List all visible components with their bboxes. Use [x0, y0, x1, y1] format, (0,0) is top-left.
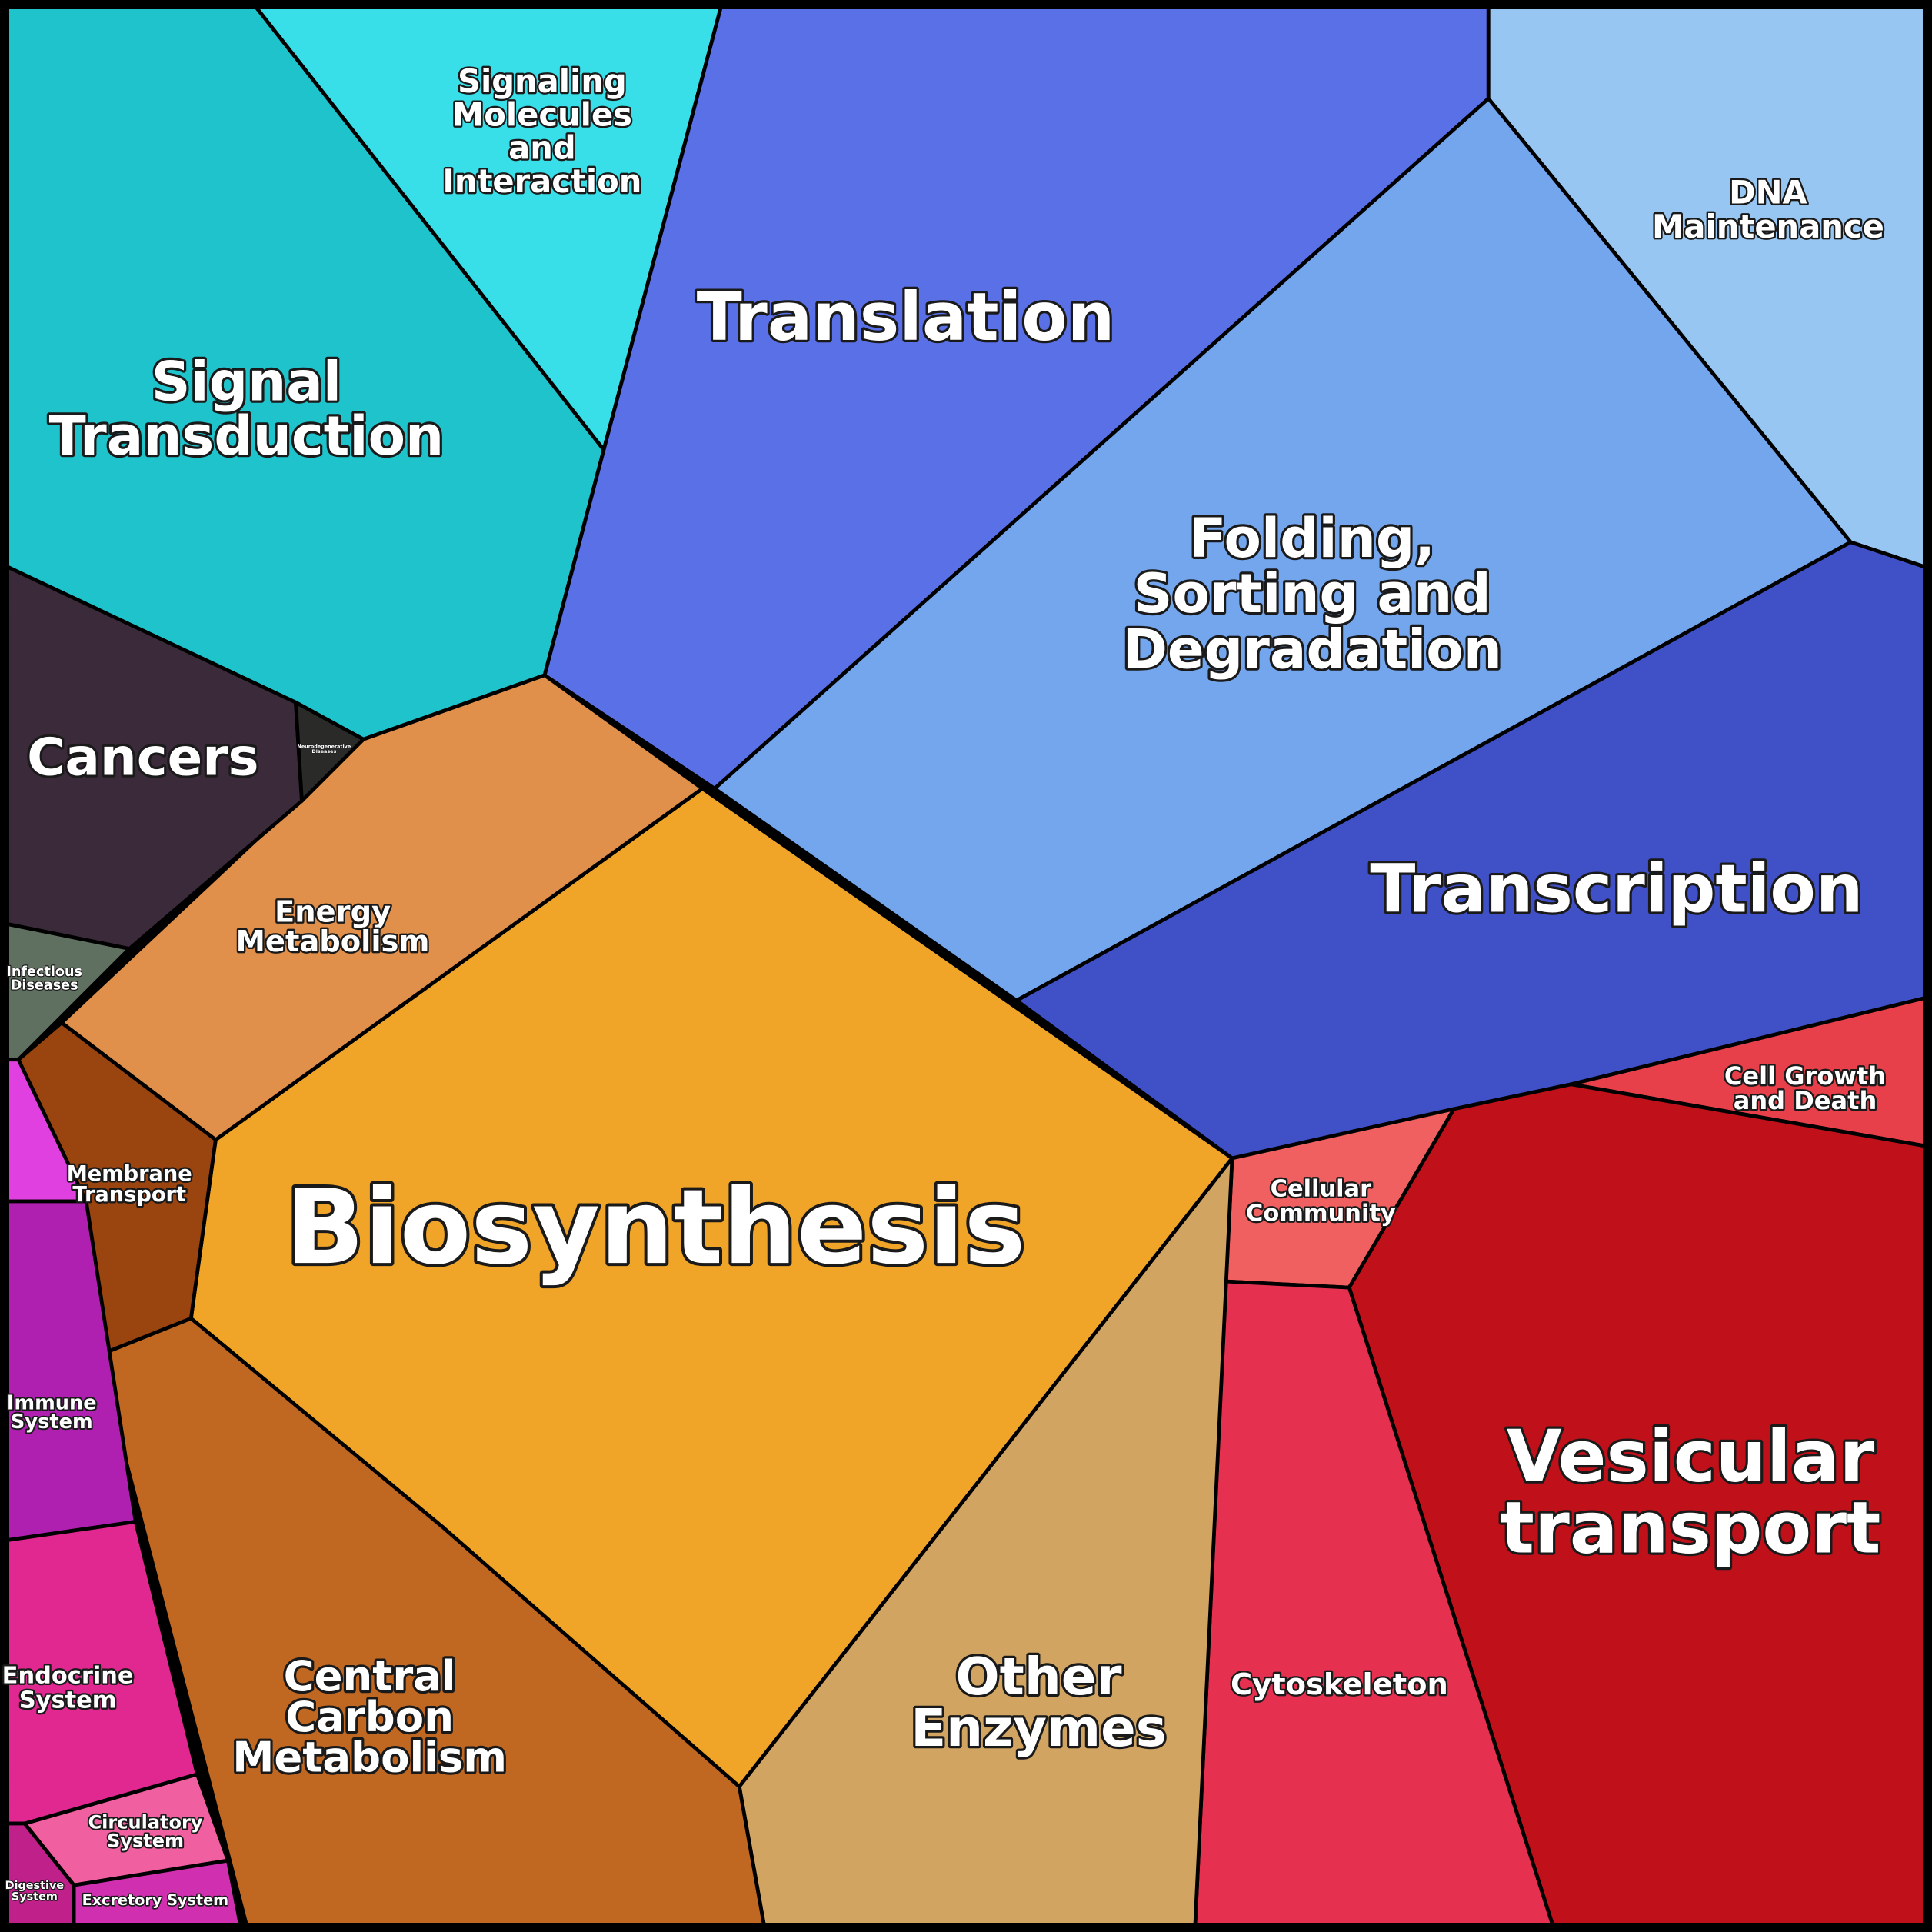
label-line: Sorting and [1134, 562, 1491, 625]
region-label: Cytoskeleton [1231, 1667, 1448, 1702]
label-line: Immune [7, 1392, 97, 1415]
region-label: Digestive System [5, 1880, 65, 1903]
region-label: Neurodegenerative Diseases [297, 743, 351, 754]
label-line: and Death [1734, 1086, 1877, 1115]
labels: Signal Transduction Signaling Molecules and… [0, 61, 1887, 1910]
region-label: Endocrine System [2, 1662, 134, 1714]
label-line: Membrane [67, 1162, 192, 1186]
label-line: System [12, 1890, 58, 1903]
label-line: transport [1501, 1487, 1881, 1570]
region-label: Transcription [1370, 851, 1863, 928]
label-line: Transduction [49, 405, 445, 468]
label-line: Molecules [452, 95, 632, 133]
label-line: Enzymes [911, 1698, 1167, 1758]
label-line: Other [956, 1647, 1122, 1707]
label-line: Degradation [1122, 618, 1501, 681]
label-line: Metabolism [232, 1733, 507, 1782]
label-line: DNA [1729, 173, 1807, 211]
label-line: Digestive [5, 1880, 65, 1892]
label-line: Cancers [27, 728, 258, 788]
region-label: Energy Metabolism [236, 894, 430, 958]
label-line: Folding, [1189, 507, 1435, 570]
label-line: Transport [72, 1183, 186, 1207]
label-line: Excretory System [82, 1891, 229, 1909]
label-line: Community [1246, 1201, 1396, 1227]
label-line: Translation [697, 279, 1115, 356]
label-line: Signal [152, 351, 341, 414]
cell [294, 700, 366, 803]
region-label: Immune System [7, 1392, 97, 1434]
label-line: Diseases [11, 978, 78, 993]
label-line: System [19, 1687, 117, 1714]
region-label: Biosynthesis [285, 1167, 1025, 1287]
label-line: Central [284, 1651, 456, 1700]
region-label: Cell Growth and Death [1724, 1061, 1886, 1115]
label-line: Circulatory [88, 1811, 203, 1833]
label-line: Biosynthesis [285, 1167, 1025, 1287]
region-label: Cellular Community [1246, 1176, 1396, 1227]
label-line: and [508, 129, 576, 167]
region-label: Membrane Transport [67, 1162, 192, 1207]
label-line: System [107, 1830, 184, 1851]
region-label: Folding, Sorting and Degradation [1122, 507, 1501, 681]
label-line: Transcription [1370, 851, 1863, 928]
region-label: Cancers [27, 728, 258, 788]
region-label: Translation [697, 279, 1115, 356]
label-line: Cell Growth [1724, 1061, 1886, 1091]
region-label: DNA Maintenance [1652, 173, 1884, 245]
region-label: Signal Transduction [49, 351, 445, 468]
label-line: Energy [275, 894, 391, 929]
region-label: Signaling Molecules and Interaction [442, 62, 641, 200]
label-line: Infectious [6, 964, 82, 980]
label-line: Metabolism [236, 924, 430, 959]
region-label: Other Enzymes [911, 1647, 1167, 1758]
cell [59, 673, 705, 1142]
label-line: Diseases [311, 748, 336, 754]
label-line: Signaling [458, 62, 627, 100]
label-line: Maintenance [1652, 208, 1884, 245]
label-line: Cytoskeleton [1231, 1667, 1448, 1702]
label-line: Endocrine [2, 1662, 134, 1689]
region-label: Vesicular transport [1501, 1415, 1881, 1570]
cells [5, 5, 1927, 1927]
label-line: Interaction [442, 162, 641, 200]
label-line: Neurodegenerative [297, 743, 351, 749]
region-label: Infectious Diseases [6, 964, 82, 994]
label-line: Cellular [1271, 1176, 1371, 1203]
region-label: Central Carbon Metabolism [232, 1651, 507, 1782]
region-label: Excretory System [82, 1891, 229, 1909]
label-line: Carbon [285, 1692, 454, 1741]
label-line: Vesicular [1507, 1415, 1875, 1498]
region-label: Circulatory System [88, 1811, 203, 1851]
label-line: System [11, 1411, 93, 1434]
